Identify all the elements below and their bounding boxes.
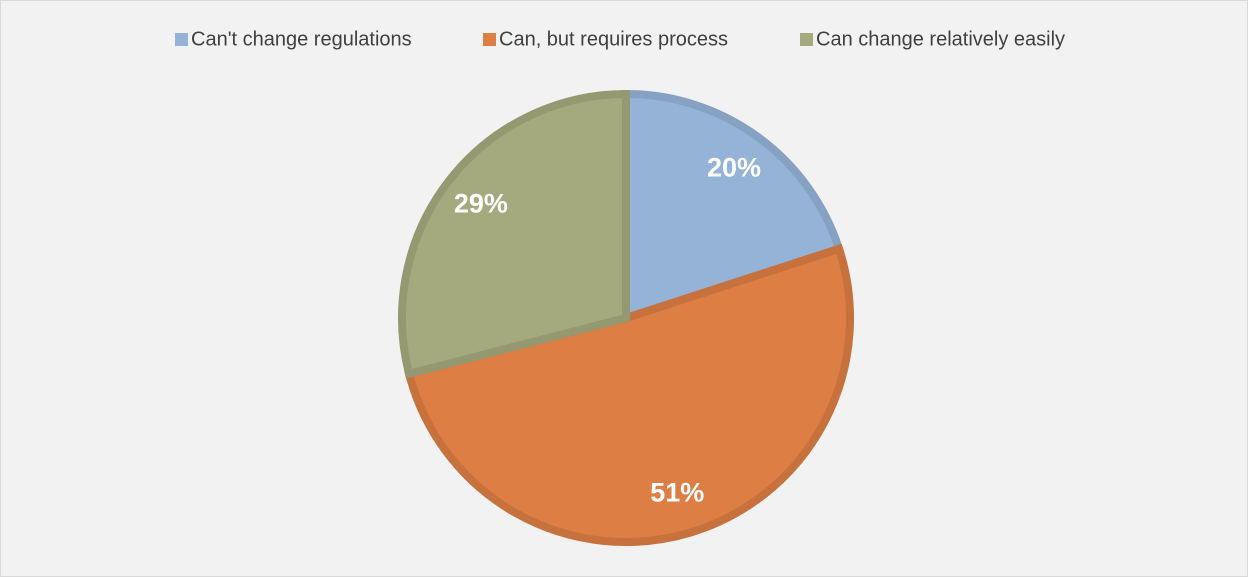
data-label: 29% — [454, 189, 508, 219]
legend-swatch — [800, 33, 813, 46]
legend-swatch — [175, 33, 188, 46]
legend-swatch — [483, 33, 496, 46]
data-label: 20% — [707, 153, 761, 183]
legend-text: Can't change regulations — [191, 28, 412, 50]
pie-slice — [404, 243, 854, 546]
legend-text: Can change relatively easily — [816, 28, 1065, 50]
data-label: 51% — [650, 478, 704, 508]
legend-text: Can, but requires process — [499, 28, 728, 50]
pie-slice — [398, 89, 630, 379]
